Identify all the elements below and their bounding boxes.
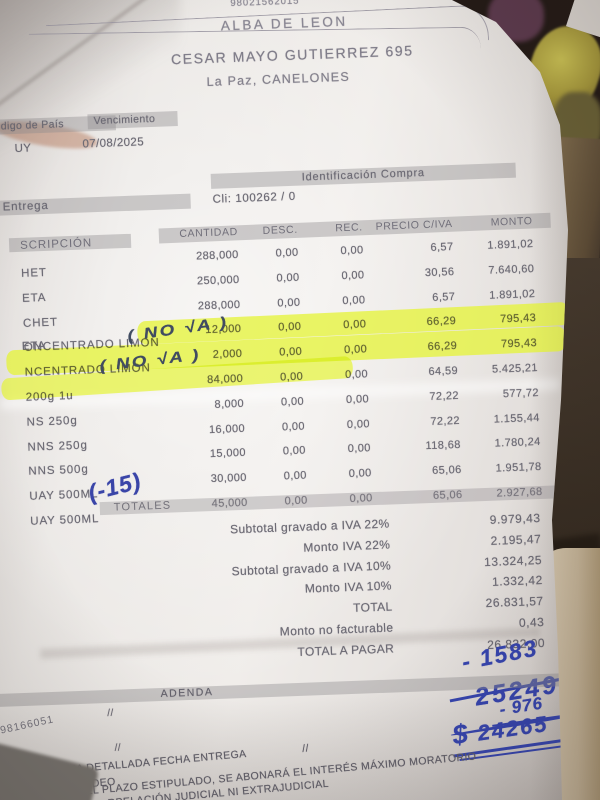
- item-price: 64,59: [428, 364, 459, 378]
- col-header-rec: REC.: [334, 221, 363, 235]
- item-price: 118,68: [425, 439, 461, 453]
- col-header-discount: DESC.: [262, 223, 298, 237]
- slash-mark: //: [301, 742, 310, 755]
- slash-mark: //: [107, 707, 114, 719]
- item-price: 72,22: [430, 414, 461, 428]
- col-header-description: SCRIPCIÓN: [19, 237, 93, 252]
- item-discount: 0,00: [276, 271, 300, 285]
- item-amount: 1.891,02: [487, 238, 534, 252]
- item-rec: 0,00: [345, 392, 370, 406]
- item-amount: 1.780,24: [494, 436, 541, 450]
- items-table: SCRIPCIÓN CANTIDAD DESC. REC. PRECIO C/I…: [8, 212, 554, 528]
- due-date-value: 07/08/2025: [82, 136, 145, 151]
- item-amount: 5.425,21: [491, 361, 539, 376]
- dollar-sign: $: [450, 718, 472, 751]
- item-rec: 0,00: [348, 467, 372, 481]
- item-discount: 0,00: [283, 469, 307, 483]
- item-price: 65,06: [431, 464, 462, 478]
- slash-mark: //: [114, 742, 122, 754]
- item-amount: 1.951,78: [495, 461, 542, 475]
- business-city: La Paz, CANELONES: [206, 69, 351, 89]
- item-price: 72,22: [429, 389, 460, 403]
- delivery-label: Entrega: [0, 193, 191, 217]
- item-discount: 0,00: [282, 444, 307, 458]
- item-rec: 0,00: [340, 244, 364, 258]
- due-date-label: Vencimiento: [87, 111, 178, 130]
- country-code-value: UY: [14, 142, 32, 156]
- item-amount: 7.640,60: [488, 262, 535, 277]
- item-price: 30,56: [424, 265, 455, 279]
- final-amount: 24265: [475, 710, 550, 746]
- item-rec: 0,00: [347, 442, 372, 456]
- item-discount: 0,00: [280, 395, 305, 409]
- purchase-id-label: Identificación Compra: [210, 162, 516, 189]
- item-discount: 0,00: [275, 246, 299, 260]
- client-number: Cli: 100262 / 0: [212, 190, 296, 206]
- item-amount: 577,72: [502, 386, 540, 401]
- item-discount: 0,00: [281, 420, 306, 433]
- item-price: 6,57: [430, 241, 454, 254]
- document-number: 98021562015: [230, 0, 300, 10]
- item-amount: 1.155,44: [493, 411, 541, 426]
- item-rec: 0,00: [346, 417, 371, 431]
- paper-fold-shade: [0, 0, 180, 163]
- item-rec: 0,00: [341, 269, 365, 282]
